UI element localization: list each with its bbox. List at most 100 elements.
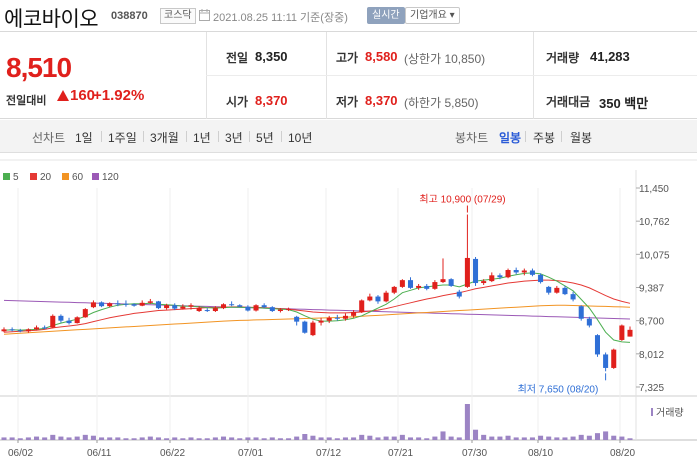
tab-10y[interactable]: 10년 [288, 131, 313, 145]
candle-chart-label: 봉차트 [455, 131, 489, 145]
candle-body [627, 329, 633, 337]
candle-body [489, 275, 495, 282]
x-tick-label: 06/02 [8, 448, 33, 459]
volume-bar [586, 435, 592, 440]
legend-swatch [92, 173, 99, 180]
current-price: 8,510 [6, 52, 72, 83]
volume-bar [351, 437, 357, 440]
candle-body [74, 317, 80, 324]
volume-label: 거래량 [546, 51, 580, 65]
candle-body [229, 304, 235, 306]
candle-body [188, 305, 194, 307]
candle-body [204, 310, 210, 312]
candle-body [440, 279, 446, 283]
candle-body [594, 335, 601, 355]
volume-bar [107, 437, 113, 440]
candle-body [155, 301, 161, 309]
volume-bar [147, 436, 153, 440]
volume-bar [481, 434, 487, 440]
tab-weekly[interactable]: 주봉 [533, 131, 556, 145]
volume-bar [432, 436, 438, 440]
candle-body [302, 321, 308, 333]
change-label: 전일대비 [6, 95, 47, 107]
volume-bar [546, 436, 552, 440]
volume-bar [294, 436, 300, 440]
candle-body [139, 302, 145, 306]
volume-bar [164, 438, 170, 440]
prev-close-label: 전일 [226, 51, 249, 65]
volume-bar [464, 404, 470, 440]
realtime-button[interactable]: 실시간 [367, 7, 405, 24]
volume-bar [1, 437, 7, 440]
candle-body [147, 301, 153, 303]
tab-5y[interactable]: 5년 [256, 131, 274, 145]
prev-close-value: 8,350 [255, 49, 288, 64]
volume-bar [245, 437, 251, 440]
volume-bar [399, 434, 405, 440]
amount-value: 350 백만 [599, 96, 649, 111]
tab-monthly[interactable]: 월봉 [570, 131, 593, 145]
volume-bar [334, 438, 340, 440]
volume-bar [90, 435, 96, 440]
divider [186, 131, 187, 142]
volume-bar [416, 437, 422, 440]
tab-daily[interactable]: 일봉 [499, 131, 522, 145]
candle-body [180, 306, 186, 309]
volume-bar [424, 438, 430, 440]
volume-bar [391, 436, 397, 440]
high-annotation: 최고 10,900 (07/29) [419, 194, 505, 206]
volume-bar [505, 435, 511, 440]
candle-body [212, 308, 218, 312]
stock-header: 에코바이오 038870 코스닥 2021.08.25 11:11 기준(장중)… [0, 0, 697, 31]
amount-label: 거래대금 [546, 95, 591, 109]
tab-3m[interactable]: 3개월 [150, 131, 179, 145]
legend-ma20: 20 [30, 172, 51, 183]
tab-3y[interactable]: 3년 [225, 131, 243, 145]
volume-bar [497, 436, 503, 440]
volume-bar [172, 437, 178, 440]
x-tick-label: 07/30 [462, 448, 487, 459]
high-value: 8,580 [365, 49, 398, 64]
candle-body [17, 330, 23, 332]
candle-body [334, 317, 340, 319]
candle-body [286, 309, 292, 311]
divider [218, 131, 219, 142]
tab-1d[interactable]: 1일 [75, 131, 93, 145]
volume-bar [58, 436, 64, 440]
change-percent: +1.92% [93, 87, 145, 104]
calendar-icon [199, 9, 210, 21]
candle-body [99, 302, 105, 307]
up-triangle-icon [57, 90, 69, 101]
open-value: 8,370 [255, 93, 288, 108]
x-tick-label: 06/11 [87, 448, 112, 459]
legend-ma120: 120 [92, 172, 119, 183]
volume-legend-label: 거래량 [656, 408, 684, 419]
company-info-button[interactable]: 기업개요 ▾ [405, 7, 460, 24]
tab-1w[interactable]: 1주일 [108, 131, 137, 145]
volume-bar [99, 437, 105, 440]
divider [143, 131, 144, 142]
candle-body [521, 270, 527, 273]
candle-body [456, 291, 462, 297]
legend-label: 5 [13, 172, 19, 183]
volume-bar [17, 438, 23, 440]
volume-bar [269, 437, 275, 440]
candle-body [351, 311, 357, 316]
volume-bar [383, 436, 389, 440]
legend-swatch [30, 173, 37, 180]
volume-bar [237, 438, 243, 440]
candle-body [33, 327, 40, 330]
candle-body [424, 285, 430, 289]
volume-bar [521, 437, 527, 440]
volume-bar [570, 436, 576, 440]
candle-body [123, 303, 129, 305]
candle-body [253, 305, 259, 311]
candle-body [82, 309, 88, 318]
price-summary: 8,510 전일대비 160 +1.92% 전일 8,350 고가 8,580 … [0, 31, 697, 119]
y-tick-label: 11,450 [639, 184, 669, 195]
volume-bar [115, 437, 121, 440]
tab-1y[interactable]: 1년 [193, 131, 211, 145]
volume-bar [82, 434, 88, 440]
candle-body [42, 327, 48, 329]
